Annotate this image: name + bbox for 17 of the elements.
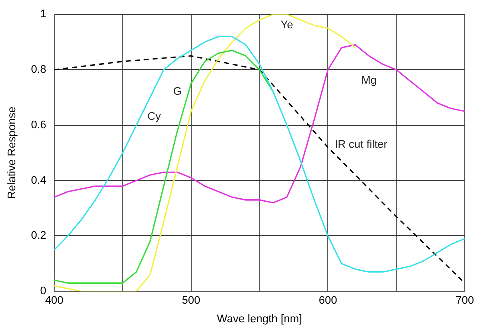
x-tick-label: 600 [318,295,338,308]
x-tick-label: 500 [182,295,201,308]
y-tick-label: 0.2 [31,230,46,242]
y-tick-label: 0.8 [31,64,46,76]
series-label: G [173,86,182,98]
y-axis-title: Relative Response [6,106,19,200]
x-tick-label: 700 [456,295,474,308]
series-label: Ye [280,20,294,32]
x-axis-title: Wave length [nm] [217,313,302,326]
y-tick-label: 1 [40,8,46,21]
series-label: IR cut filter [335,138,388,151]
y-tick-label: 0 [40,286,46,298]
x-tick-label: 400 [45,295,64,308]
y-tick-label: 0.4 [31,174,46,187]
series-label: Cy [148,111,162,124]
y-tick-label: 0.6 [31,119,46,132]
series-label: Mg [362,75,377,88]
